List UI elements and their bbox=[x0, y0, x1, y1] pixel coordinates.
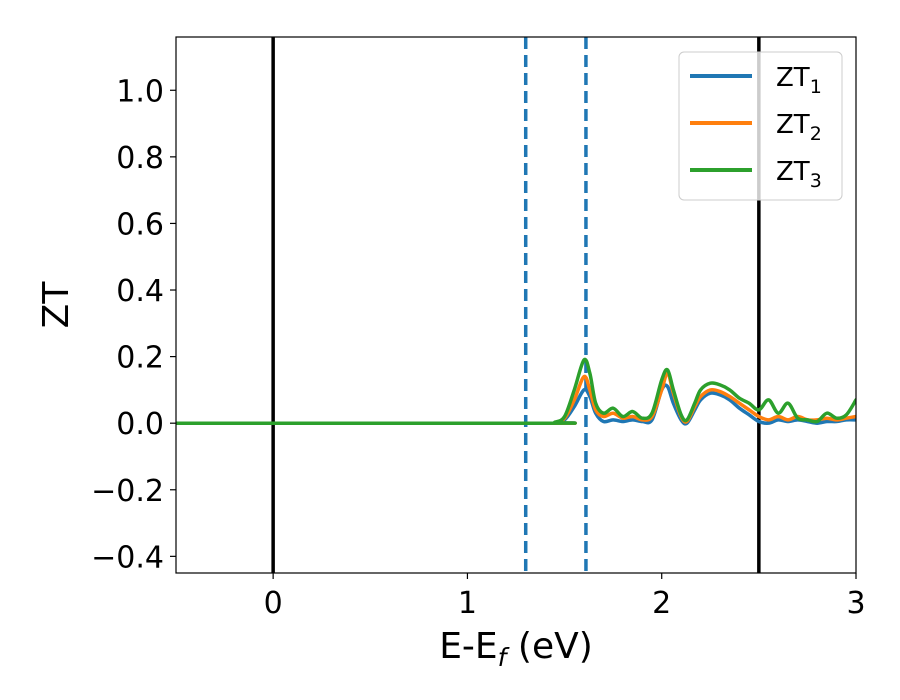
y-tick-label: −0.2 bbox=[91, 474, 164, 509]
y-tick-label: 0.6 bbox=[116, 207, 164, 242]
legend-label-1: ZT1 bbox=[776, 63, 822, 98]
y-tick-label: 0.4 bbox=[116, 274, 164, 309]
x-axis-label-main: E-E bbox=[439, 626, 497, 667]
y-tick-label: 1.0 bbox=[116, 74, 164, 109]
axes-frame bbox=[175, 36, 857, 574]
series-line-1 bbox=[176, 383, 856, 426]
series-line-2 bbox=[176, 371, 856, 425]
series-line-3 bbox=[176, 357, 856, 426]
y-axis-label: ZT bbox=[36, 281, 77, 329]
x-tick-label: 0 bbox=[264, 586, 283, 621]
x-axis-label-unit: (eV) bbox=[506, 626, 592, 667]
x-tick-label: 3 bbox=[846, 586, 865, 621]
y-tick-label: −0.4 bbox=[91, 540, 164, 575]
series-lines bbox=[176, 357, 856, 426]
y-tick-label: 0.2 bbox=[116, 341, 164, 376]
y-tick-label: 0.0 bbox=[116, 407, 164, 442]
axes: 0 1 2 3 −0.4 −0.2 0.0 0.2 0.4 0.6 0.8 1.0 bbox=[91, 36, 866, 621]
y-tick-label: 0.8 bbox=[116, 141, 164, 176]
x-axis-label: E-Ef (eV) bbox=[439, 626, 593, 672]
x-tick-label: 1 bbox=[458, 586, 477, 621]
x-tick-label: 2 bbox=[652, 586, 671, 621]
legend-label-2: ZT2 bbox=[776, 110, 822, 145]
legend-label-3: ZT3 bbox=[776, 157, 822, 192]
legend-box bbox=[678, 51, 843, 201]
legend: ZT1 ZT2 ZT3 bbox=[678, 51, 843, 201]
